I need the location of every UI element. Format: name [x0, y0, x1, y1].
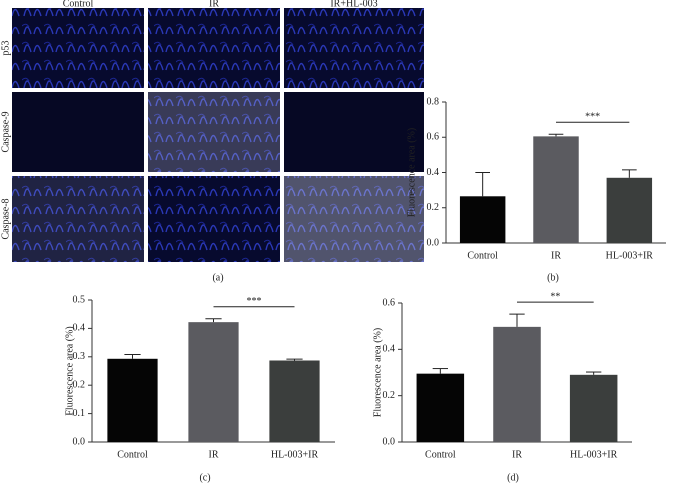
x-tick-label: IR: [551, 250, 561, 261]
y-tick-label: 0.3: [73, 351, 86, 362]
micrograph: [12, 176, 144, 262]
row-label: Caspase-8: [0, 198, 11, 239]
column-label: IR: [209, 0, 219, 9]
y-tick-label: 0.4: [73, 323, 86, 334]
x-tick-label: HL-003+IR: [570, 449, 618, 460]
image-grid: Control IR IR+HL-003 p53 Caspase-9 Caspa…: [0, 0, 424, 283]
column-label: Control: [63, 0, 94, 9]
y-tick-label: 0.8: [427, 96, 440, 107]
row-label: Caspase-9: [0, 111, 11, 152]
y-axis-label: Fluorescence area (%): [64, 326, 75, 415]
x-tick-label: IR: [512, 449, 522, 460]
micrograph: [148, 8, 280, 88]
y-tick-label: 0.2: [73, 379, 86, 390]
significance-label: ***: [585, 112, 600, 123]
bar: [493, 326, 541, 442]
y-tick-label: 0.5: [73, 294, 86, 305]
y-tick-label: 0.6: [427, 132, 440, 143]
panel-label: (d): [507, 472, 519, 483]
panel-label: (a): [212, 272, 223, 283]
x-tick-label: IR: [209, 449, 219, 460]
panel-label: (b): [547, 272, 559, 283]
bar: [606, 177, 653, 243]
y-tick-label: 0.4: [383, 344, 396, 355]
x-tick-label: Control: [467, 250, 498, 261]
y-tick-label: 0.0: [383, 436, 396, 447]
bar: [416, 373, 465, 442]
micrograph: [284, 176, 424, 262]
micrograph: [148, 176, 280, 262]
significance-label: **: [550, 291, 560, 302]
bar: [269, 360, 320, 442]
column-label: IR+HL-003: [330, 0, 377, 9]
bar: [459, 196, 506, 243]
y-axis-label: Fluorescence area (%): [372, 328, 383, 417]
micrograph: [284, 8, 424, 88]
panel-label: (c): [199, 472, 210, 483]
y-tick-label: 0.2: [383, 390, 396, 401]
y-tick-label: 0.4: [427, 167, 440, 178]
y-tick-label: 0.1: [73, 408, 86, 419]
bar: [569, 374, 618, 442]
x-tick-label: Control: [425, 449, 456, 460]
micrograph: [12, 92, 144, 172]
bar: [533, 136, 579, 243]
row-label: p53: [0, 41, 11, 56]
y-tick-label: 0.0: [427, 237, 440, 248]
micrograph: [148, 92, 280, 172]
y-axis-label: Fluorescence area (%): [406, 128, 417, 217]
bar: [107, 358, 158, 442]
significance-label: ***: [247, 296, 262, 307]
x-tick-label: Control: [117, 449, 148, 460]
y-tick-label: 0.0: [73, 436, 86, 447]
micrograph: [12, 8, 144, 88]
micrograph: [284, 92, 424, 172]
x-tick-label: HL-003+IR: [271, 449, 319, 460]
bar: [188, 322, 239, 442]
y-tick-label: 0.6: [383, 297, 396, 308]
y-tick-label: 0.2: [427, 202, 440, 213]
x-tick-label: HL-003+IR: [606, 250, 654, 261]
